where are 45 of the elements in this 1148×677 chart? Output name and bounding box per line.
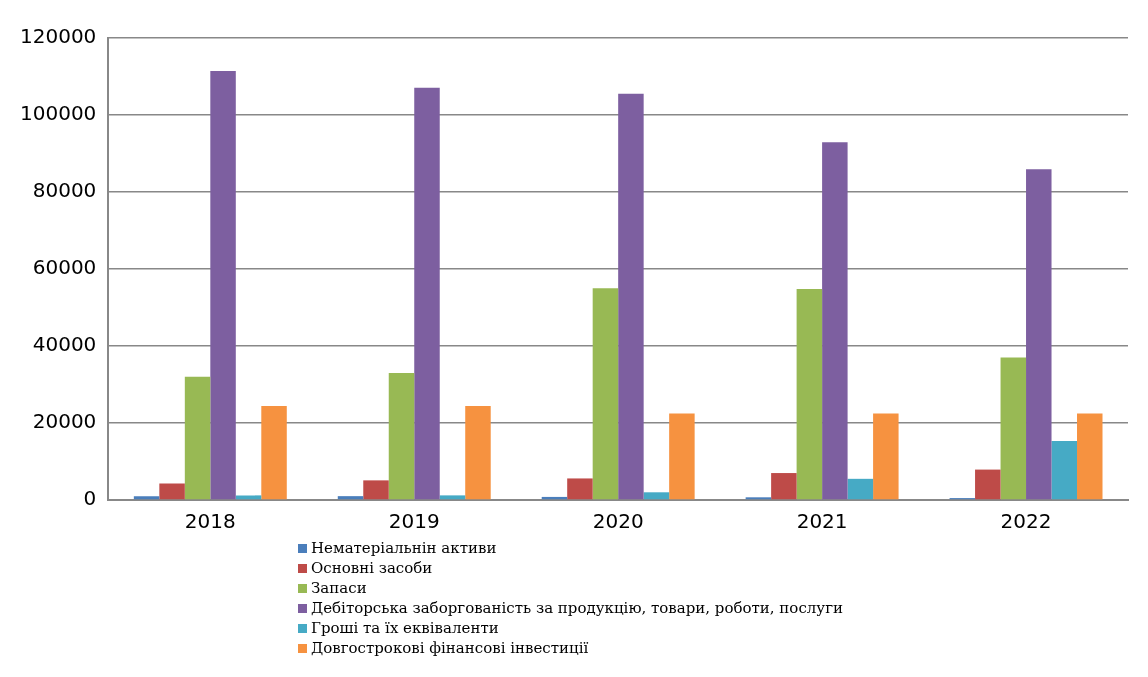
legend-label: Довгострокові фінансові інвестиції — [311, 638, 589, 658]
x-tick-label: 2020 — [592, 509, 644, 534]
bar — [567, 478, 593, 500]
legend-label: Нематеріальнін активи — [311, 538, 497, 558]
bar — [873, 413, 899, 500]
legend-label: Дебіторська заборгованість за продукцію, товари, роботи, послуги — [311, 598, 843, 618]
bar — [159, 483, 185, 500]
y-tick-label: 100000 — [19, 101, 97, 126]
bar — [184, 376, 211, 500]
y-tick-label: 40000 — [32, 332, 97, 357]
bar — [643, 492, 670, 500]
bar — [822, 142, 848, 500]
bar — [1026, 169, 1052, 500]
y-tick-label: 0 — [83, 486, 97, 511]
bar — [439, 495, 466, 500]
bar — [1051, 441, 1078, 500]
bar — [796, 289, 823, 500]
bar — [975, 469, 1001, 500]
bar — [465, 406, 491, 500]
bar — [133, 496, 160, 500]
bar — [771, 473, 797, 500]
y-tick-label: 20000 — [32, 409, 97, 434]
y-tick-label: 60000 — [32, 255, 97, 280]
x-tick-label: 2018 — [184, 509, 236, 534]
bar — [414, 87, 440, 500]
y-tick-label: 80000 — [32, 178, 97, 203]
legend-label: Гроші та їх еквіваленти — [311, 618, 499, 638]
bar — [235, 495, 262, 500]
bar — [1000, 357, 1027, 500]
x-tick-label: 2022 — [1000, 509, 1052, 534]
bar — [388, 372, 415, 500]
bar — [847, 478, 874, 500]
bar — [618, 93, 644, 500]
y-tick-label: 120000 — [19, 24, 97, 49]
bar — [592, 288, 619, 500]
x-tick-label: 2021 — [796, 509, 848, 534]
legend-label: Основні засоби — [311, 558, 433, 578]
bar — [669, 413, 695, 500]
bar — [363, 480, 389, 500]
bar — [1077, 413, 1103, 500]
x-tick-label: 2019 — [388, 509, 440, 534]
bar — [337, 496, 364, 500]
bar — [210, 71, 236, 500]
bar — [261, 406, 287, 500]
legend-label: Запаси — [311, 578, 367, 598]
